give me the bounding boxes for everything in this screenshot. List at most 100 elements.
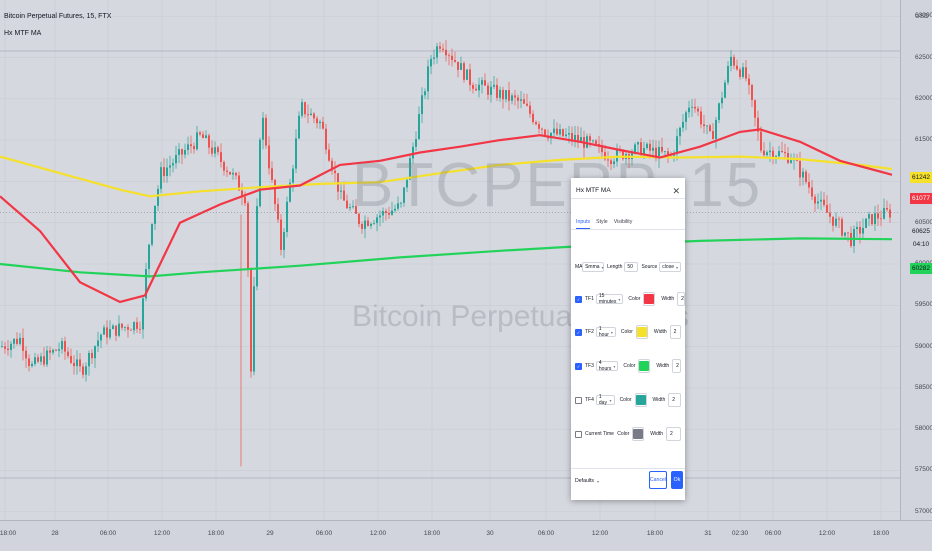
candle-body bbox=[601, 144, 603, 153]
price-badge: 61077 bbox=[910, 193, 932, 204]
candle-body bbox=[646, 143, 648, 149]
candle-body bbox=[13, 338, 15, 344]
candle-body bbox=[331, 160, 333, 171]
color-swatch[interactable] bbox=[632, 427, 645, 441]
price-axis[interactable] bbox=[900, 0, 932, 520]
candle-body bbox=[37, 357, 39, 362]
defaults-dropdown[interactable]: Defaults ▾ bbox=[575, 478, 599, 484]
candle-body bbox=[184, 150, 186, 155]
width-input[interactable]: 2 bbox=[677, 292, 685, 306]
time-axis[interactable] bbox=[0, 520, 932, 551]
candle-body bbox=[685, 112, 687, 122]
timeframe-select[interactable]: 4 hours ▾ bbox=[595, 360, 619, 372]
timeframe-select[interactable]: 1 hour ▾ bbox=[595, 326, 616, 338]
timeframe-select[interactable]: 15 minutes ▾ bbox=[595, 293, 624, 305]
candle-body bbox=[151, 223, 153, 245]
color-swatch[interactable] bbox=[634, 393, 647, 407]
timeframe-select[interactable]: 1 day ▾ bbox=[595, 394, 615, 406]
candle-body bbox=[433, 57, 435, 59]
width-input[interactable]: 2 bbox=[666, 427, 681, 441]
timeframe-label: TF2 bbox=[585, 329, 594, 335]
price-chart[interactable] bbox=[0, 0, 900, 520]
candle-body bbox=[217, 147, 219, 153]
candle-body bbox=[190, 144, 192, 147]
candle-body bbox=[487, 85, 489, 95]
color-swatch[interactable] bbox=[638, 359, 651, 373]
timeframe-checkbox[interactable]: ✓ bbox=[575, 328, 582, 336]
candle-body bbox=[703, 124, 705, 127]
candle-body bbox=[304, 102, 306, 115]
candle-body bbox=[268, 145, 270, 169]
candle-body bbox=[148, 244, 150, 270]
candle-body bbox=[49, 350, 51, 353]
candle-body bbox=[343, 190, 345, 201]
time-label: 06:00 bbox=[99, 530, 117, 537]
current-timeframe-checkbox[interactable] bbox=[575, 430, 582, 438]
candle-body bbox=[874, 213, 876, 225]
candle-body bbox=[517, 97, 519, 101]
tab-style[interactable]: Style bbox=[596, 219, 608, 225]
candle-body bbox=[730, 56, 732, 66]
cancel-button[interactable]: Cancel bbox=[649, 471, 667, 489]
timeframe-checkbox[interactable]: ✓ bbox=[575, 362, 582, 370]
candle-body bbox=[418, 114, 420, 140]
candle-body bbox=[604, 152, 606, 160]
candle-body bbox=[553, 128, 555, 133]
close-icon[interactable]: ✕ bbox=[672, 186, 680, 196]
width-input[interactable]: 2 bbox=[668, 393, 681, 407]
candle-body bbox=[697, 108, 699, 112]
candle-body bbox=[73, 362, 75, 367]
candle-body bbox=[205, 135, 207, 139]
candle-body bbox=[712, 131, 714, 140]
candle-body bbox=[298, 115, 300, 139]
candle-body bbox=[508, 90, 510, 101]
tab-visibility[interactable]: Visibility bbox=[613, 219, 633, 225]
candle-body bbox=[466, 69, 468, 80]
source-select[interactable]: close ▾ bbox=[659, 262, 681, 272]
width-input[interactable]: 2 bbox=[669, 325, 681, 339]
ok-button[interactable]: Ok bbox=[671, 471, 683, 489]
candle-body bbox=[4, 346, 6, 349]
chart-canvas[interactable]: BTCPERP, 15 Bitcoin Perpetual Futures Bi… bbox=[0, 0, 900, 520]
candle-body bbox=[745, 67, 747, 79]
candle-body bbox=[709, 125, 711, 132]
candle-body bbox=[760, 131, 762, 151]
candle-body bbox=[355, 206, 357, 214]
ma-type-select[interactable]: Smma ▾ bbox=[582, 262, 605, 272]
candle-body bbox=[79, 359, 81, 367]
candle-body bbox=[835, 218, 837, 226]
candle-body bbox=[313, 113, 315, 119]
candle-body bbox=[568, 133, 570, 135]
chevron-down-icon: ▾ bbox=[597, 478, 600, 484]
candle-body bbox=[34, 357, 36, 364]
candle-body bbox=[622, 150, 624, 159]
candle-body bbox=[562, 129, 564, 137]
symbol-header[interactable]: Bitcoin Perpetual Futures, 15, FTX bbox=[4, 13, 112, 20]
timeframe-label: TF3 bbox=[585, 363, 594, 369]
timeframe-checkbox[interactable] bbox=[575, 396, 582, 404]
indicator-legend[interactable]: Hx MTF MA bbox=[4, 30, 42, 37]
length-value: 50 bbox=[627, 264, 633, 270]
candle-body bbox=[595, 140, 597, 144]
width-input[interactable]: 2 bbox=[672, 359, 681, 373]
candle-body bbox=[439, 46, 441, 49]
color-swatch[interactable] bbox=[643, 292, 656, 306]
color-swatch[interactable] bbox=[635, 325, 648, 339]
color-label: Color bbox=[623, 363, 636, 369]
candle-body bbox=[358, 213, 360, 225]
candle-body bbox=[88, 352, 90, 367]
candle-body bbox=[814, 196, 816, 204]
width-label: Width bbox=[653, 329, 667, 335]
color-fill bbox=[639, 361, 650, 371]
length-input[interactable]: 50 bbox=[624, 262, 639, 272]
candle-body bbox=[208, 135, 210, 148]
candle-body bbox=[739, 69, 741, 77]
price-label: 62500 bbox=[915, 53, 932, 61]
candle-body bbox=[691, 106, 693, 108]
candle-body bbox=[127, 326, 129, 330]
candle-body bbox=[472, 85, 474, 89]
timeframe-checkbox[interactable]: ✓ bbox=[575, 295, 582, 303]
candle-body bbox=[139, 328, 141, 330]
candle-body bbox=[403, 187, 405, 203]
candle-body bbox=[574, 134, 576, 141]
